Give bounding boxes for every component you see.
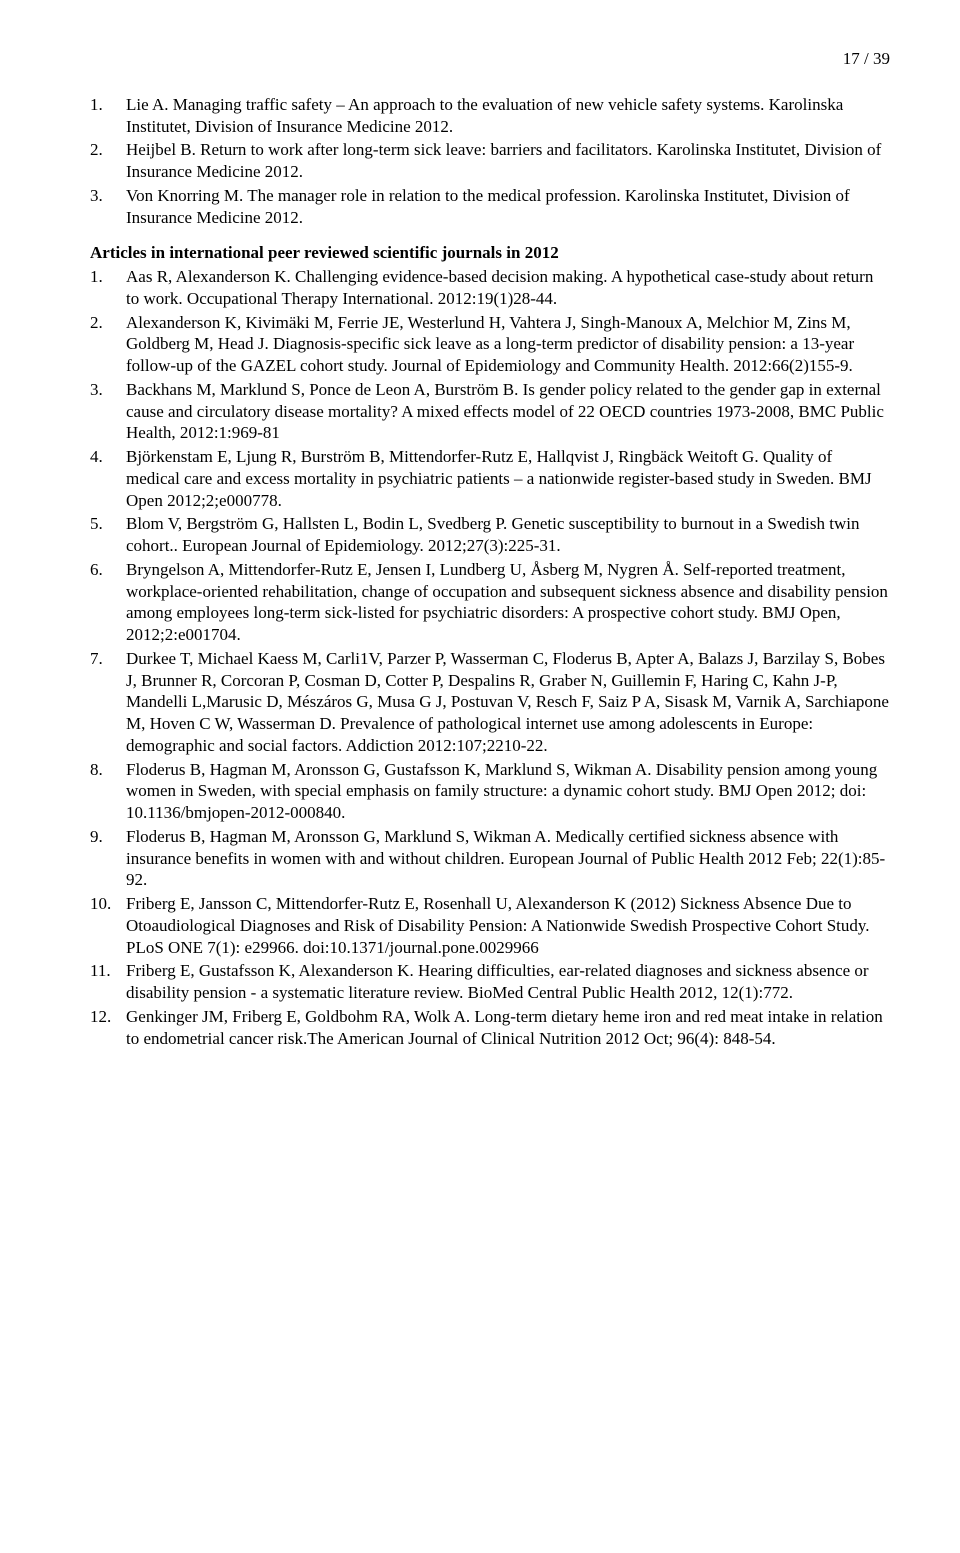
reference-text: Floderus B, Hagman M, Aronsson G, Marklu… — [126, 826, 890, 891]
reference-number: 3. — [90, 379, 126, 444]
reference-number: 2. — [90, 312, 126, 377]
reference-number: 4. — [90, 446, 126, 511]
reference-item: 5.Blom V, Bergström G, Hallsten L, Bodin… — [90, 513, 890, 557]
reference-text: Heijbel B. Return to work after long-ter… — [126, 139, 890, 183]
reference-number: 2. — [90, 139, 126, 183]
reference-number: 9. — [90, 826, 126, 891]
reference-item: 12.Genkinger JM, Friberg E, Goldbohm RA,… — [90, 1006, 890, 1050]
reference-item: 2.Heijbel B. Return to work after long-t… — [90, 139, 890, 183]
reference-item: 1.Lie A. Managing traffic safety – An ap… — [90, 94, 890, 138]
reference-number: 7. — [90, 648, 126, 757]
reference-text: Backhans M, Marklund S, Ponce de Leon A,… — [126, 379, 890, 444]
reference-item: 1.Aas R, Alexanderson K. Challenging evi… — [90, 266, 890, 310]
reference-text: Floderus B, Hagman M, Aronsson G, Gustaf… — [126, 759, 890, 824]
reference-item: 2.Alexanderson K, Kivimäki M, Ferrie JE,… — [90, 312, 890, 377]
reference-item: 3.Von Knorring M. The manager role in re… — [90, 185, 890, 229]
reference-item: 7.Durkee T, Michael Kaess M, Carli1V, Pa… — [90, 648, 890, 757]
reference-text: Durkee T, Michael Kaess M, Carli1V, Parz… — [126, 648, 890, 757]
reference-text: Aas R, Alexanderson K. Challenging evide… — [126, 266, 890, 310]
reference-item: 11.Friberg E, Gustafsson K, Alexanderson… — [90, 960, 890, 1004]
reference-text: Blom V, Bergström G, Hallsten L, Bodin L… — [126, 513, 890, 557]
reference-text: Friberg E, Jansson C, Mittendorfer-Rutz … — [126, 893, 890, 958]
reference-number: 6. — [90, 559, 126, 646]
reference-text: Genkinger JM, Friberg E, Goldbohm RA, Wo… — [126, 1006, 890, 1050]
reference-list-2: 1.Aas R, Alexanderson K. Challenging evi… — [90, 266, 890, 1049]
reference-item: 4.Björkenstam E, Ljung R, Burström B, Mi… — [90, 446, 890, 511]
reference-number: 3. — [90, 185, 126, 229]
reference-text: Friberg E, Gustafsson K, Alexanderson K.… — [126, 960, 890, 1004]
section-heading: Articles in international peer reviewed … — [90, 242, 890, 264]
reference-list-1: 1.Lie A. Managing traffic safety – An ap… — [90, 94, 890, 229]
reference-text: Lie A. Managing traffic safety – An appr… — [126, 94, 890, 138]
reference-number: 12. — [90, 1006, 126, 1050]
reference-item: 6.Bryngelson A, Mittendorfer-Rutz E, Jen… — [90, 559, 890, 646]
reference-number: 5. — [90, 513, 126, 557]
reference-item: 9.Floderus B, Hagman M, Aronsson G, Mark… — [90, 826, 890, 891]
reference-item: 8.Floderus B, Hagman M, Aronsson G, Gust… — [90, 759, 890, 824]
reference-number: 1. — [90, 266, 126, 310]
reference-text: Von Knorring M. The manager role in rela… — [126, 185, 890, 229]
reference-number: 1. — [90, 94, 126, 138]
reference-number: 11. — [90, 960, 126, 1004]
reference-number: 8. — [90, 759, 126, 824]
reference-item: 10.Friberg E, Jansson C, Mittendorfer-Ru… — [90, 893, 890, 958]
reference-text: Alexanderson K, Kivimäki M, Ferrie JE, W… — [126, 312, 890, 377]
page-number: 17 / 39 — [90, 48, 890, 70]
reference-text: Björkenstam E, Ljung R, Burström B, Mitt… — [126, 446, 890, 511]
reference-text: Bryngelson A, Mittendorfer-Rutz E, Jense… — [126, 559, 890, 646]
reference-number: 10. — [90, 893, 126, 958]
reference-item: 3.Backhans M, Marklund S, Ponce de Leon … — [90, 379, 890, 444]
